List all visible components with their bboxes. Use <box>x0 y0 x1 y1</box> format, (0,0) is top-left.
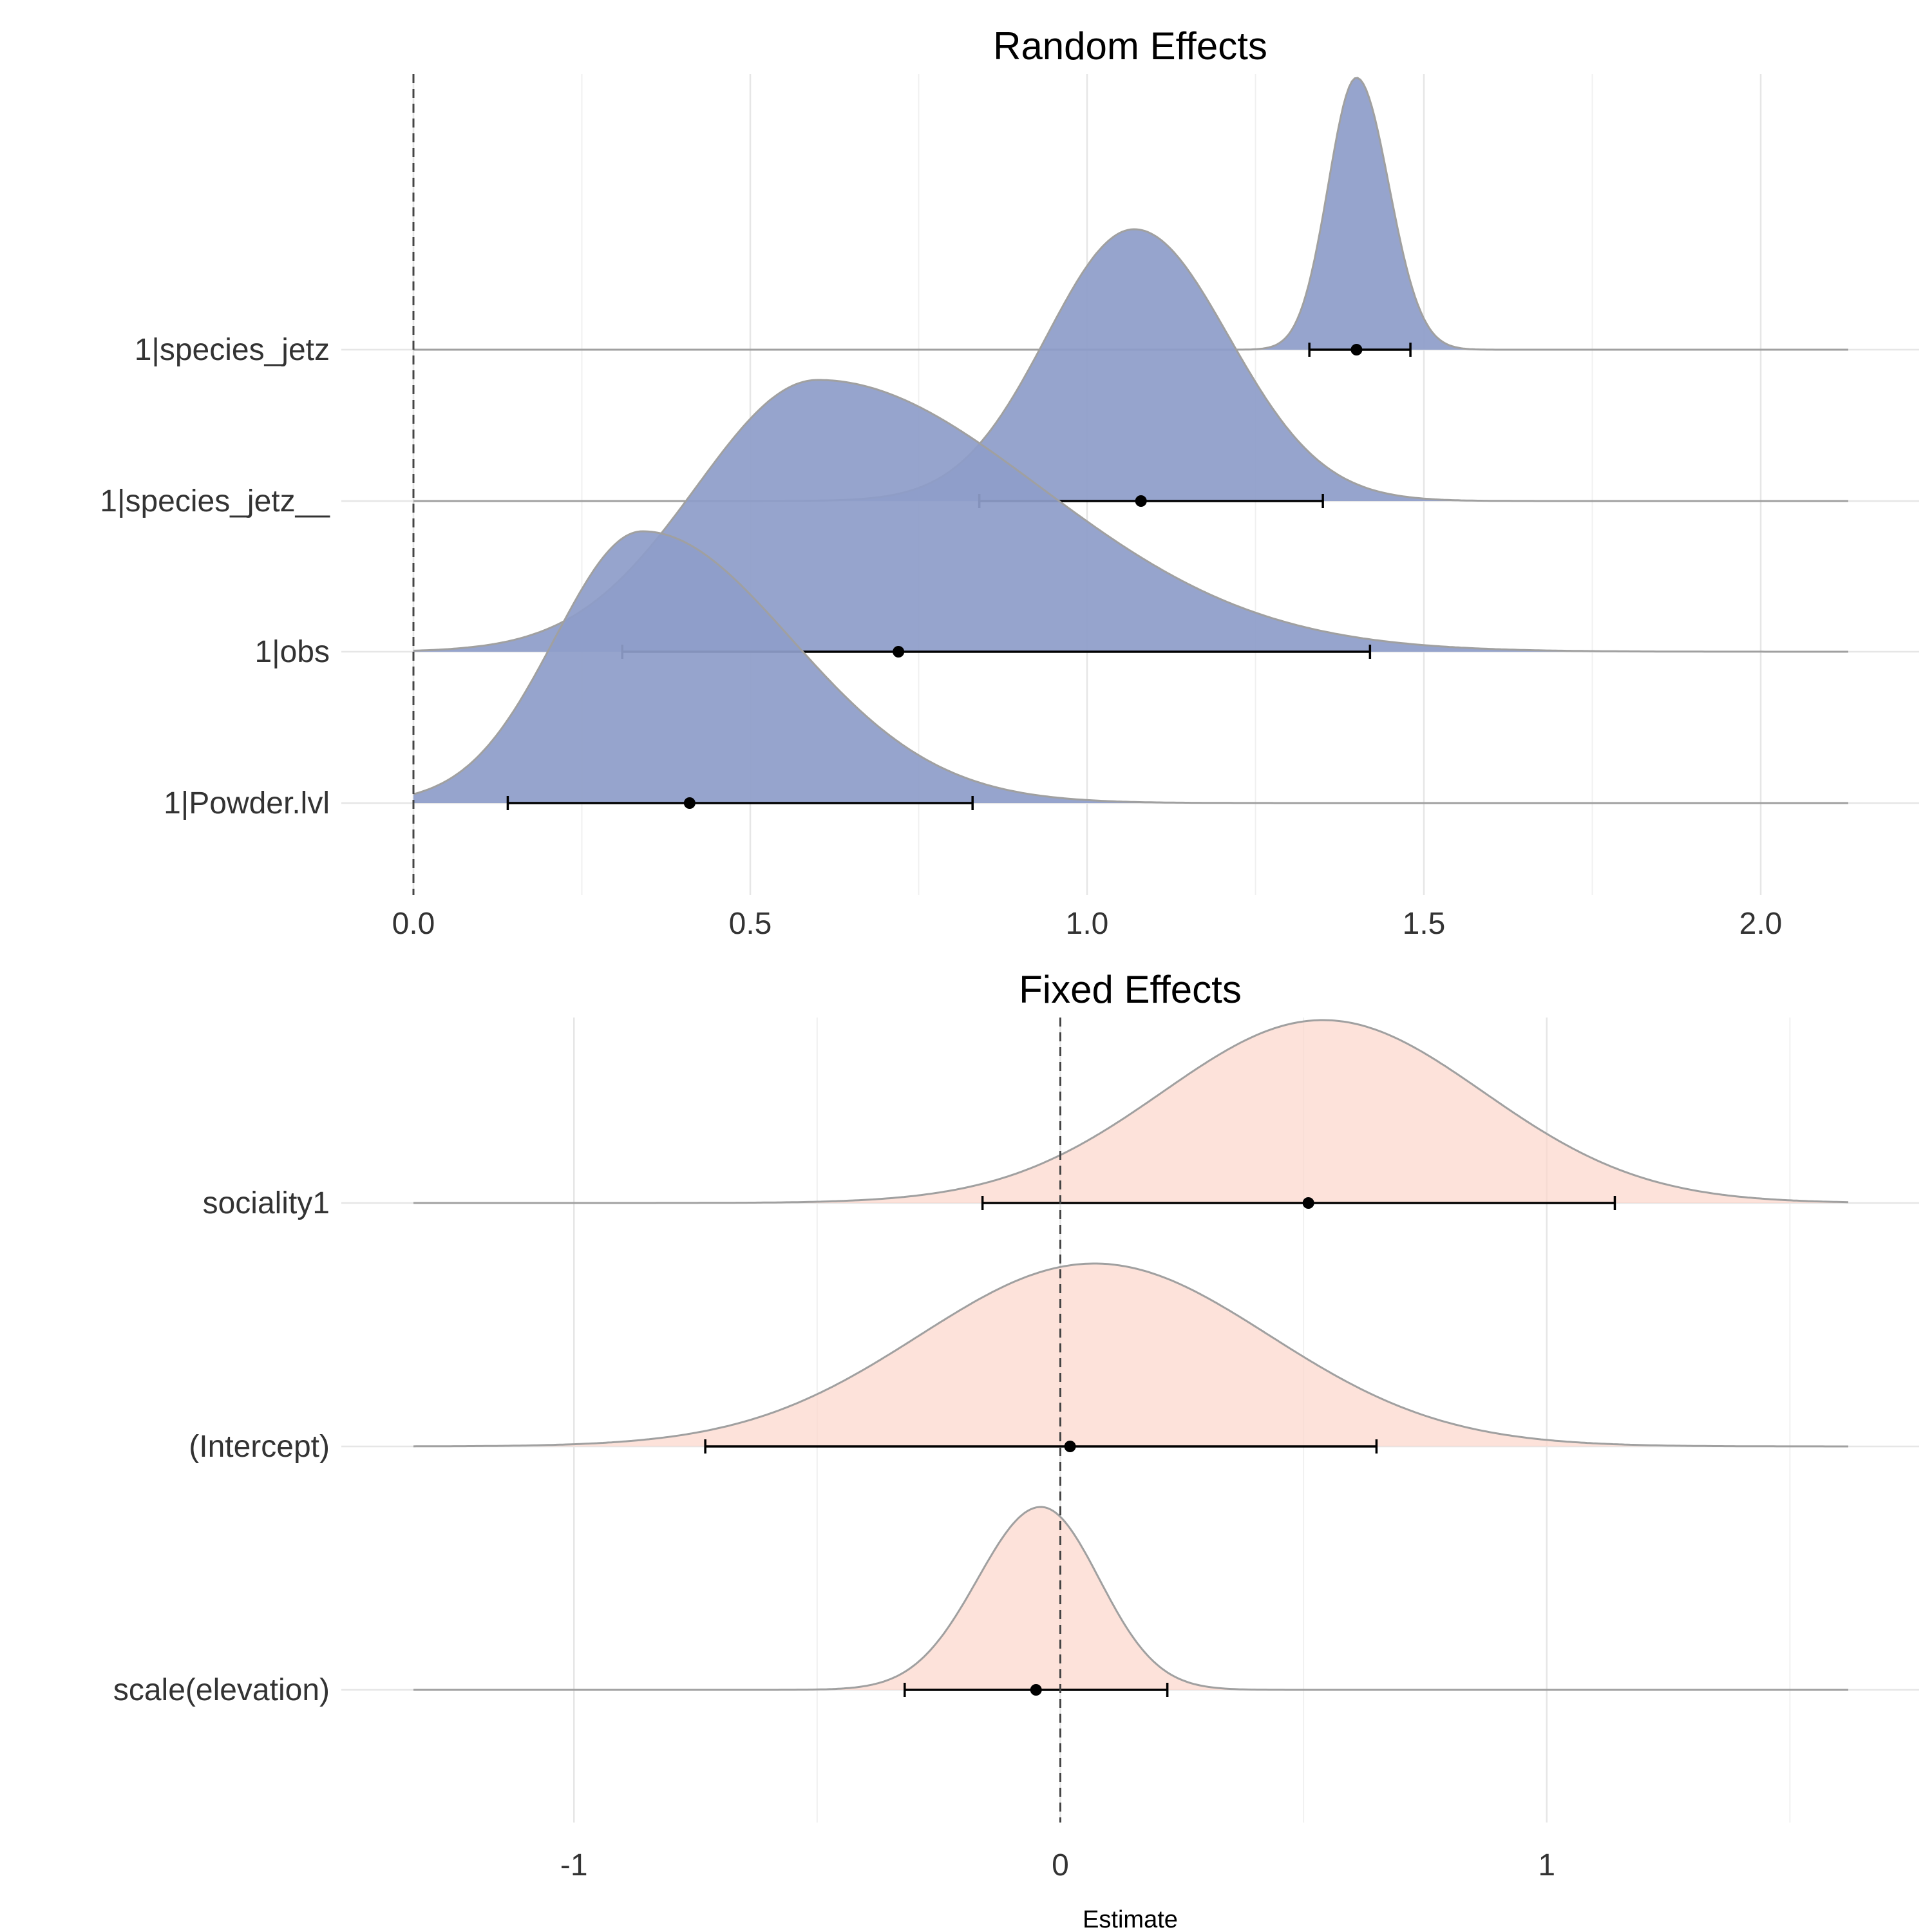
row-label-1-obs: 1|obs <box>254 635 330 669</box>
row-label-scale-elevation: scale(elevation) <box>113 1673 330 1707</box>
density-outline-intercept <box>413 1262 1848 1448</box>
density-outline-1-species-jetz <box>413 228 1848 502</box>
density-fill-1-obs <box>413 380 1848 652</box>
row-label-intercept: (Intercept) <box>189 1430 330 1464</box>
density-outline-sociality1 <box>413 1019 1849 1204</box>
random-effects-ridges <box>413 77 1848 810</box>
row-label-1-species-jetz: 1|species_jetz__ <box>100 484 330 518</box>
x-axis-label: Estimate <box>1083 1906 1178 1932</box>
random-effects-panel: Random Effects 1|species_jetz1|species_j… <box>100 24 1919 941</box>
point-estimate-1-powder-lvl <box>683 797 696 809</box>
fixed-effects-y-labels: sociality1 (Intercept) scale(elevation) <box>113 1186 330 1707</box>
random-x-tick-label: 2.0 <box>1739 907 1783 941</box>
random-effects-x-ticks: 0.0 0.5 1.0 1.5 2.0 <box>392 907 1783 941</box>
random-x-tick-label: 1.0 <box>1066 907 1109 941</box>
density-fill-sociality1 <box>413 1020 1848 1203</box>
fixed-effects-ridges <box>413 1019 1849 1697</box>
density-fill-1-powder-lvl <box>413 531 1848 803</box>
fixed-effects-x-ticks: -1 0 1 <box>560 1848 1555 1882</box>
point-estimate-1-species-jetz <box>1135 495 1147 507</box>
density-outline-scale-elevation <box>413 1506 1848 1691</box>
random-effects-y-labels: 1|species_jetz 1|species_jetz__ 1|obs 1|Pow… <box>100 333 330 820</box>
density-fill-1-species-jetz <box>413 229 1848 501</box>
point-estimate-1-obs <box>893 646 905 658</box>
point-estimate-intercept <box>1064 1441 1076 1452</box>
random-x-tick-label: 1.5 <box>1403 907 1446 941</box>
random-x-tick-label: 0.0 <box>392 907 435 941</box>
row-label-1-powder-lvl: 1|Powder.lvl <box>164 786 330 820</box>
fixed-effects-title: Fixed Effects <box>1019 968 1242 1011</box>
density-outline-1-powder-lvl <box>413 530 1848 804</box>
density-fill-intercept <box>413 1264 1848 1446</box>
fixed-x-tick-label: 0 <box>1052 1848 1069 1882</box>
row-label-sociality1: sociality1 <box>203 1186 330 1220</box>
point-estimate-scale-elevation <box>1030 1684 1042 1696</box>
point-estimate-1-species-jetz <box>1350 344 1363 355</box>
point-estimate-sociality1 <box>1302 1197 1314 1209</box>
random-x-tick-label: 0.5 <box>729 907 772 941</box>
density-fill-scale-elevation <box>413 1507 1848 1690</box>
fixed-x-tick-label: 1 <box>1538 1848 1555 1882</box>
fixed-effects-panel: Fixed Effects sociality1 (Intercept) scale… <box>113 968 1919 1932</box>
row-label-1-species-jetz: 1|species_jetz <box>135 333 330 367</box>
random-effects-title: Random Effects <box>993 24 1267 68</box>
fixed-x-tick-label: -1 <box>560 1848 588 1882</box>
